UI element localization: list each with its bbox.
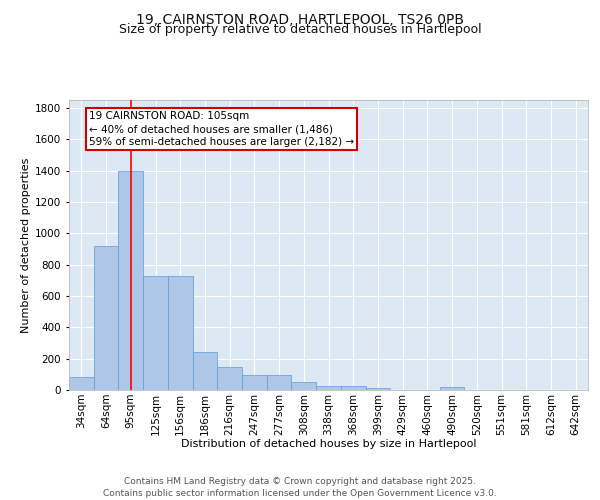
Bar	[440, 387, 464, 390]
Bar	[193, 352, 217, 390]
Bar	[168, 276, 193, 390]
Bar	[365, 388, 390, 390]
Bar	[242, 375, 267, 390]
Text: Contains HM Land Registry data © Crown copyright and database right 2025.
Contai: Contains HM Land Registry data © Crown c…	[103, 476, 497, 498]
X-axis label: Distribution of detached houses by size in Hartlepool: Distribution of detached houses by size …	[181, 439, 476, 449]
Bar	[69, 376, 94, 390]
Y-axis label: Number of detached properties: Number of detached properties	[21, 158, 31, 332]
Bar	[217, 368, 242, 390]
Bar	[143, 276, 168, 390]
Bar	[94, 246, 118, 390]
Bar	[267, 375, 292, 390]
Bar	[292, 382, 316, 390]
Bar	[118, 170, 143, 390]
Bar	[341, 386, 365, 390]
Text: 19, CAIRNSTON ROAD, HARTLEPOOL, TS26 0PB: 19, CAIRNSTON ROAD, HARTLEPOOL, TS26 0PB	[136, 12, 464, 26]
Text: 19 CAIRNSTON ROAD: 105sqm
← 40% of detached houses are smaller (1,486)
59% of se: 19 CAIRNSTON ROAD: 105sqm ← 40% of detac…	[89, 111, 354, 148]
Bar	[316, 386, 341, 390]
Text: Size of property relative to detached houses in Hartlepool: Size of property relative to detached ho…	[119, 24, 481, 36]
